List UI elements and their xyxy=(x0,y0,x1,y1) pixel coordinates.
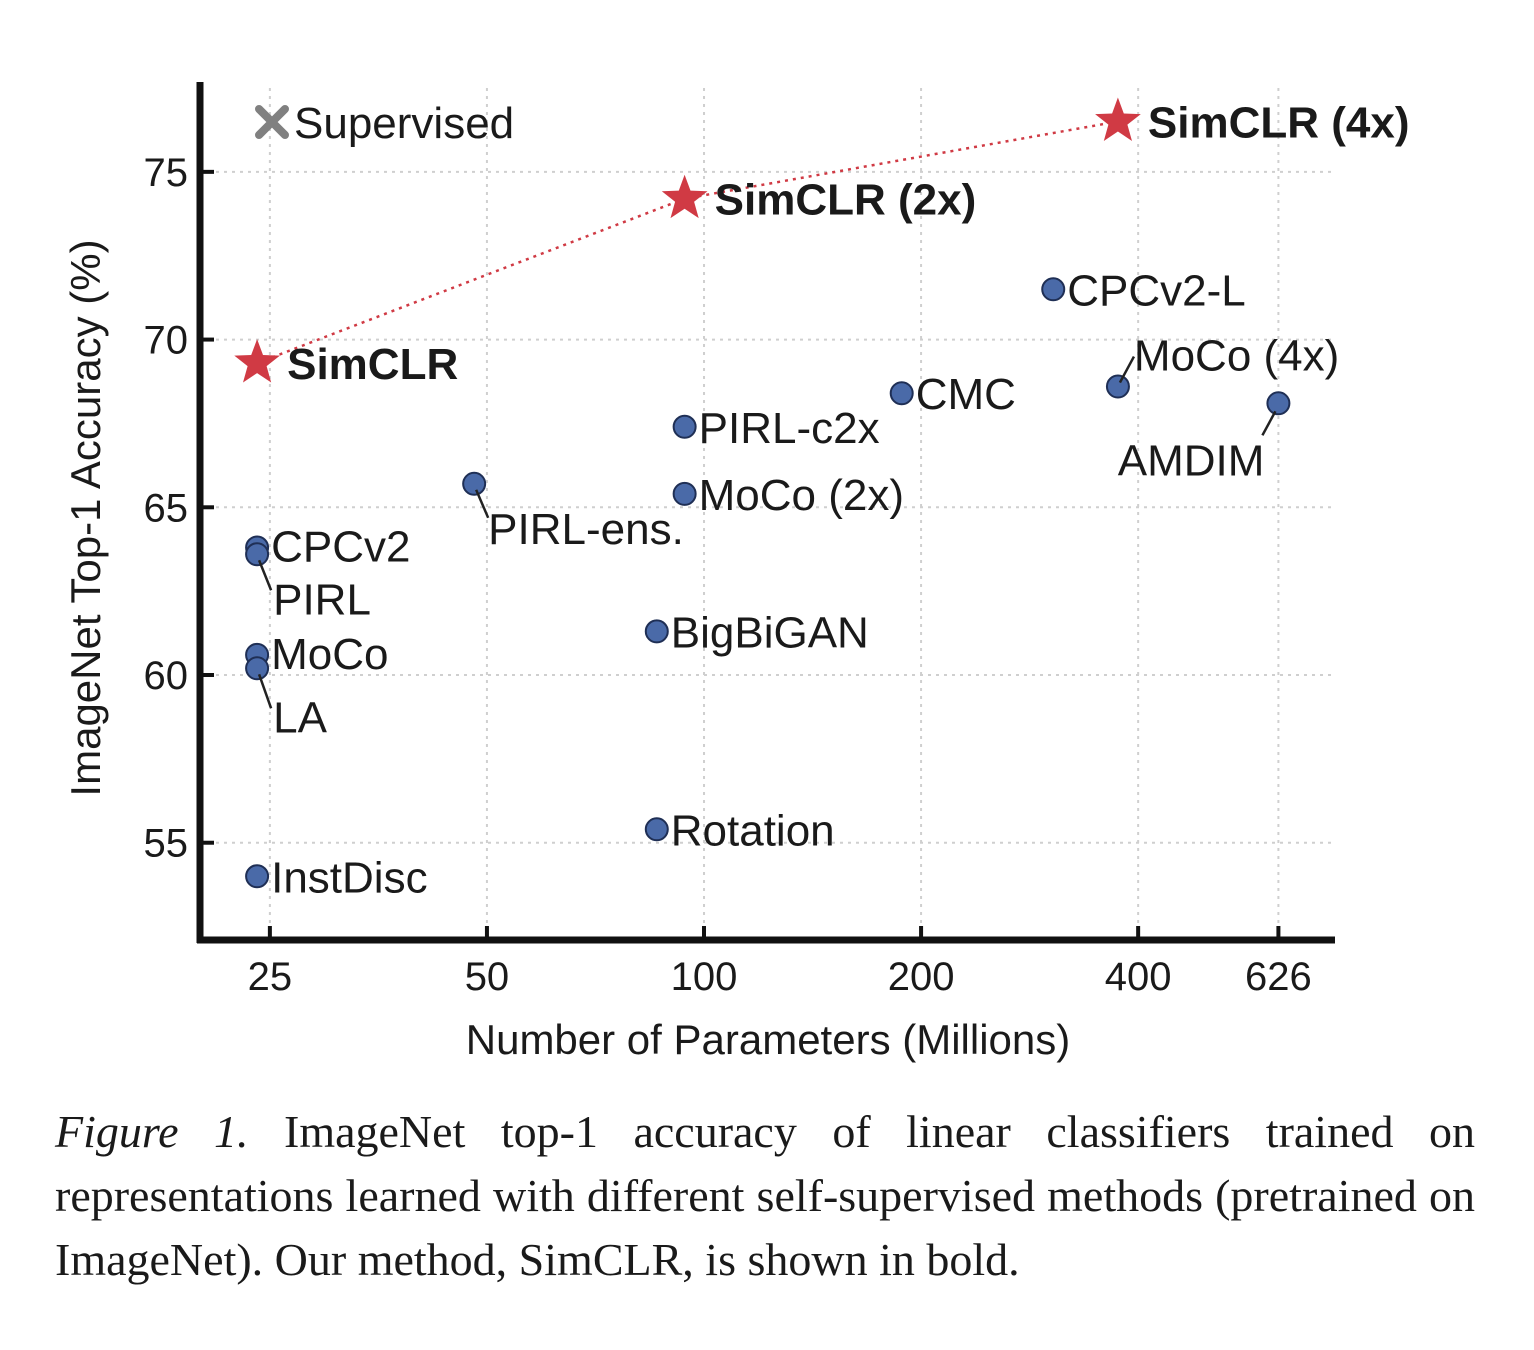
point-marker-bigbigan xyxy=(644,619,669,644)
data-points xyxy=(234,97,1291,889)
y-tick-label: 55 xyxy=(144,822,189,866)
point-label-cpcv2-l: CPCv2-L xyxy=(1067,266,1246,315)
x-tick-label: 25 xyxy=(248,955,293,999)
x-tick-label: 400 xyxy=(1105,955,1172,999)
axes xyxy=(196,82,1335,944)
point-marker-cmc xyxy=(889,381,914,406)
point-marker-pirl xyxy=(245,542,270,567)
y-axis-label: ImageNet Top-1 Accuracy (%) xyxy=(62,239,109,796)
legend-label: Supervised xyxy=(294,99,514,148)
point-marker-instdisc xyxy=(245,864,270,889)
point-label-moco: MoCo xyxy=(271,630,388,679)
point-label-bigbigan: BigBiGAN xyxy=(671,608,869,657)
point-marker-pirl-c2x xyxy=(672,414,697,439)
point-label-amdim: AMDIM xyxy=(1118,436,1265,485)
leader-line-la xyxy=(257,673,273,709)
point-label-moco-4x: MoCo (4x) xyxy=(1134,332,1339,381)
point-marker-la xyxy=(245,656,270,681)
leader-line-pirl-ens xyxy=(475,489,490,519)
x-tick-label: 200 xyxy=(888,955,955,999)
star-marker-simclr xyxy=(234,339,280,383)
caption-prefix: Figure 1. xyxy=(55,1106,249,1157)
y-tick-label: 75 xyxy=(144,151,189,195)
figure-caption: Figure 1. ImageNet top-1 accuracy of lin… xyxy=(55,1100,1475,1292)
scatter-chart: 25 50 100 200 400 626 55 60 65 70 75 SimCLR SimCLR … xyxy=(62,82,1410,1063)
point-label-cpcv2: CPCv2 xyxy=(271,523,410,572)
point-label-la: LA xyxy=(273,693,327,742)
y-tick-label: 65 xyxy=(144,486,189,530)
y-tick-label: 60 xyxy=(144,654,189,698)
point-label-pirl-ens: PIRL-ens. xyxy=(488,505,684,554)
star-marker-simclr-4x xyxy=(1095,97,1141,141)
point-label-cmc: CMC xyxy=(916,370,1016,419)
point-marker-moco-4x xyxy=(1105,374,1130,399)
series-connector xyxy=(256,120,1119,365)
point-label-simclr-4x: SimCLR (4x) xyxy=(1148,99,1410,148)
point-label-instdisc: InstDisc xyxy=(271,853,427,902)
legend-x-marker xyxy=(255,105,289,139)
point-marker-moco-2x xyxy=(672,481,697,506)
x-tick-label: 100 xyxy=(671,955,738,999)
star-marker-simclr-2x xyxy=(661,174,708,219)
point-label-pirl: PIRL xyxy=(273,575,371,624)
x-tick-label: 626 xyxy=(1245,955,1312,999)
x-axis-label: Number of Parameters (Millions) xyxy=(466,1016,1071,1063)
point-label-moco-2x: MoCo (2x) xyxy=(699,471,904,520)
leader-line-amdim xyxy=(1261,410,1277,436)
caption-text: ImageNet top-1 accuracy of linear classi… xyxy=(55,1106,1476,1285)
tick-labels: 25 50 100 200 400 626 55 60 65 70 75 xyxy=(144,151,1312,999)
leader-line-moco-4x xyxy=(1118,355,1136,384)
point-label-rotation: Rotation xyxy=(671,806,835,855)
point-label-simclr-2x: SimCLR (2x) xyxy=(715,176,977,225)
point-label-pirl-c2x: PIRL-c2x xyxy=(699,404,880,453)
point-label-simclr: SimCLR xyxy=(287,340,458,389)
point-marker-rotation xyxy=(644,817,669,842)
x-tick-label: 50 xyxy=(465,955,510,999)
point-marker-pirl-ens xyxy=(462,471,487,496)
point-marker-cpcv2-l xyxy=(1041,277,1066,302)
point-marker-amdim xyxy=(1266,391,1291,416)
simclr-dotted-line xyxy=(256,120,1119,365)
legend: Supervised xyxy=(255,99,514,148)
y-tick-label: 70 xyxy=(144,319,189,363)
leader-line-pirl xyxy=(257,559,273,591)
